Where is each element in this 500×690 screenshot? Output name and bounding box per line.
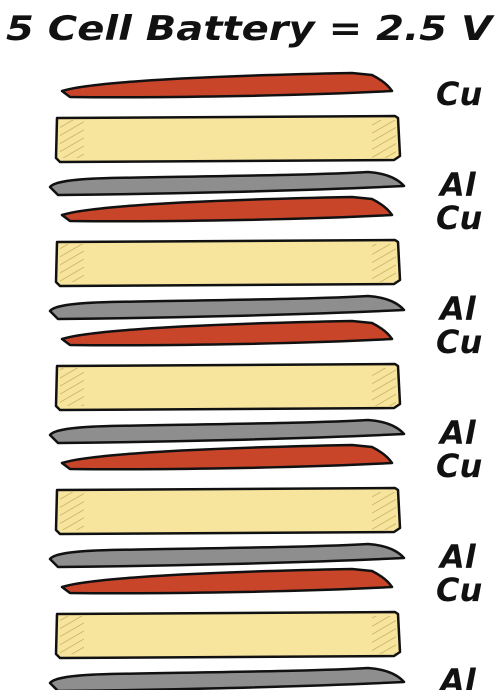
aluminum-label: Al bbox=[437, 414, 477, 452]
electrolyte-shading bbox=[60, 492, 84, 530]
electrolyte-layer bbox=[54, 610, 402, 660]
diagram-title: 5 Cell Battery = 2.5 V bbox=[6, 9, 495, 49]
electrolyte-shading bbox=[372, 616, 396, 654]
copper-label: Cu bbox=[436, 447, 482, 485]
electrolyte-layer bbox=[54, 238, 402, 288]
electrolyte-shading bbox=[60, 616, 84, 654]
copper-electrode bbox=[60, 195, 394, 223]
aluminum-label: Al bbox=[437, 662, 477, 690]
electrolyte-shading bbox=[60, 120, 84, 158]
aluminum-electrode bbox=[48, 666, 406, 690]
electrolyte-shading bbox=[372, 368, 396, 406]
aluminum-electrode bbox=[48, 418, 406, 445]
electrolyte-shading bbox=[372, 120, 396, 158]
electrolyte-shading bbox=[372, 244, 396, 282]
electrolyte-shading bbox=[372, 492, 396, 530]
aluminum-label: Al bbox=[437, 290, 477, 328]
copper-label: Cu bbox=[436, 571, 482, 609]
copper-label: Cu bbox=[436, 75, 482, 113]
copper-electrode bbox=[60, 567, 394, 595]
electrolyte-layer bbox=[54, 362, 402, 412]
aluminum-electrode bbox=[48, 170, 406, 197]
electrolyte-shading bbox=[60, 244, 84, 282]
aluminum-label: Al bbox=[437, 166, 477, 204]
aluminum-electrode bbox=[48, 294, 406, 321]
copper-label: Cu bbox=[436, 199, 482, 237]
copper-electrode bbox=[60, 319, 394, 347]
copper-electrode bbox=[60, 71, 394, 99]
aluminum-electrode bbox=[48, 542, 406, 569]
electrolyte-layer bbox=[54, 114, 402, 164]
aluminum-label: Al bbox=[437, 538, 477, 576]
copper-electrode bbox=[60, 443, 394, 471]
electrolyte-shading bbox=[60, 368, 84, 406]
copper-label: Cu bbox=[436, 323, 482, 361]
electrolyte-layer bbox=[54, 486, 402, 536]
